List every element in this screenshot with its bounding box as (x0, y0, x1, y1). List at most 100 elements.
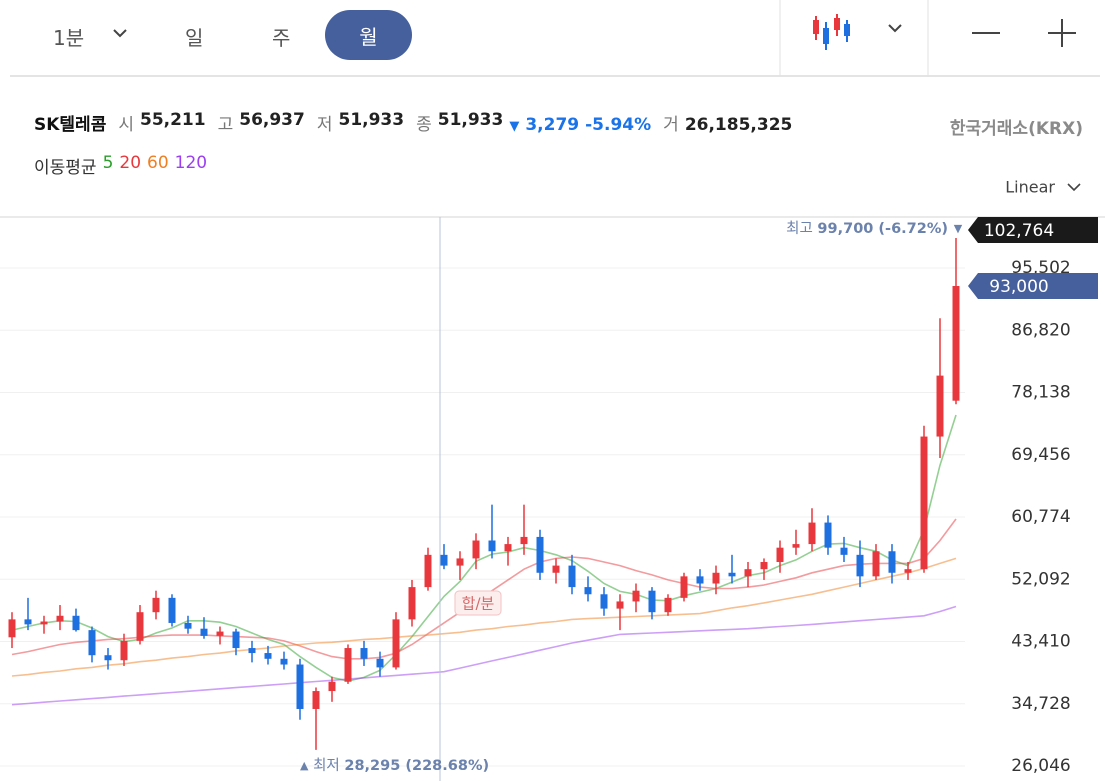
candle-icon[interactable] (813, 14, 850, 50)
candle-body (296, 664, 304, 709)
tab[interactable]: 일 (185, 26, 204, 50)
field-value: 55,211 (139, 110, 206, 130)
candle-body (920, 436, 928, 570)
exchange: 한국거래소(KRX) (949, 119, 1083, 139)
crosshair-box (454, 590, 502, 616)
candle-body (808, 522, 816, 545)
candle-body (904, 569, 912, 573)
price-tags: 102,764 93,000 (968, 217, 1098, 299)
min-value: 28,295 (228.68%) (344, 758, 489, 774)
candle-body (488, 540, 496, 552)
candle-body (888, 551, 896, 573)
price-tag (968, 217, 1098, 243)
candle-body (536, 536, 544, 573)
candle-body (664, 597, 672, 613)
candle-body (552, 565, 560, 573)
max-annotation: 최고 99,700 (-6.72%) (786, 220, 948, 237)
crosshair-label: 합/분 (462, 595, 495, 613)
tab[interactable]: 주 (272, 26, 291, 50)
candles (8, 237, 960, 750)
scale-chevron[interactable] (1067, 183, 1081, 192)
price-tag-label: 102,764 (984, 221, 1054, 241)
candle-body (952, 285, 960, 401)
max-marker: ▼ (954, 222, 963, 235)
candle-body (696, 576, 704, 584)
scale-label[interactable]: Linear (1005, 178, 1055, 197)
legend-entry[interactable]: 20 (119, 153, 142, 173)
candle-body (328, 681, 336, 692)
field-value: 51,933 (437, 110, 504, 130)
candle-body (824, 522, 832, 548)
candle-body (632, 590, 640, 602)
candle-body (728, 572, 736, 577)
candle-body (584, 587, 592, 595)
y-tick-label: 78,138 (1011, 383, 1070, 403)
candle-body (616, 601, 624, 609)
candle-body (520, 536, 528, 545)
volume: 26,185,325 (684, 115, 793, 135)
ma-line (11, 414, 957, 682)
candle-body (248, 648, 256, 654)
candle-body (680, 576, 688, 598)
field-value: 51,933 (338, 110, 405, 130)
y-tick-label: 34,728 (1011, 694, 1070, 714)
max-label: 최고 (786, 220, 813, 237)
min-label: 최저 (313, 757, 340, 774)
chart-type-chevron[interactable] (888, 24, 902, 33)
candle-body (472, 540, 480, 559)
tab-selected[interactable]: 월 (325, 10, 412, 60)
candle-body (8, 619, 16, 638)
candle-body (88, 630, 96, 656)
candle-body (232, 631, 240, 649)
candle-body (712, 572, 720, 584)
field-label: 저 (316, 115, 333, 135)
candle-body (744, 569, 752, 577)
y-tick-label: 86,820 (1011, 320, 1070, 340)
candle-body (152, 597, 160, 613)
candle-body (184, 622, 192, 629)
legend-entry[interactable]: 60 (147, 153, 169, 173)
candle-body (104, 655, 112, 661)
candle-body (776, 547, 784, 563)
quote-row: SK텔레콤 시 55,211 고 56,937 저 51,933 종 51,933 ▼ 3,2… (34, 110, 792, 135)
candle-body (456, 558, 464, 566)
candle-body (424, 554, 432, 588)
y-tick-label: 26,046 (1011, 756, 1070, 776)
ma-line (11, 557, 957, 677)
candle-body (216, 631, 224, 636)
candle-body (280, 658, 288, 665)
candle-body (872, 551, 880, 577)
interval-select[interactable]: 1분 (53, 26, 85, 50)
candle-body (440, 554, 448, 566)
price-tag-label: 93,000 (989, 277, 1048, 297)
legend-entry[interactable]: 120 (174, 153, 208, 173)
candle-body (568, 565, 576, 588)
price-tag (968, 272, 1098, 299)
y-tick-label: 52,092 (1011, 569, 1070, 589)
candle-body (120, 640, 128, 661)
field-label: 시 (118, 115, 134, 135)
moving-averages (11, 414, 957, 706)
candle-body (600, 594, 608, 609)
legend-title: 이동평균 (34, 158, 97, 178)
candle-body (648, 590, 656, 613)
stock-name: SK텔레콤 (34, 115, 107, 135)
min-annotation: ▲ 최저 28,295 (228.68%) (300, 757, 489, 774)
y-tick-label: 69,456 (1011, 445, 1070, 465)
volume-label: 거 (663, 115, 679, 135)
candle-body (56, 615, 64, 622)
candle-body (376, 658, 384, 668)
candle-body (760, 562, 768, 570)
legend-entry[interactable]: 5 (102, 153, 114, 173)
candle-body (168, 597, 176, 623)
interval-chevron[interactable] (113, 29, 127, 38)
grid: 26,046 34,728 43,410 52,092 60,774 69,456 78,1… (0, 258, 1071, 776)
candle-body (72, 615, 80, 631)
min-marker: ▲ (300, 759, 309, 772)
candle-body (408, 587, 416, 620)
field-value: 56,937 (239, 110, 305, 130)
candle-body (840, 547, 848, 555)
zoom-in[interactable] (1048, 19, 1076, 47)
candle-body (792, 544, 800, 548)
